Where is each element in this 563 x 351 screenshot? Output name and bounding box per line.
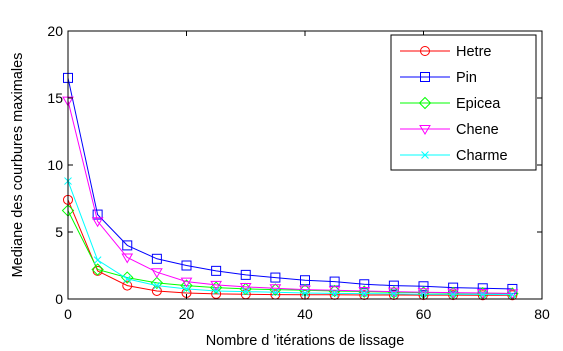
- series-line-charme: [67, 180, 513, 296]
- x-tick-label: 80: [534, 306, 550, 322]
- data-point-pin: [122, 240, 133, 251]
- legend-marker-epicea: [418, 96, 432, 110]
- x-tick-label: 0: [64, 306, 72, 322]
- data-point-pin: [92, 209, 103, 220]
- data-point-charme: [182, 285, 191, 293]
- x-axis-label: Nombre d 'itérations de lissage: [206, 333, 405, 349]
- data-point-hetre: [151, 285, 162, 296]
- data-point-pin: [270, 272, 281, 283]
- data-point-chene: [239, 282, 252, 293]
- y-tick-label: 10: [47, 157, 63, 173]
- y-axis-label: Mediane des courbures maximales: [10, 53, 26, 278]
- legend-item-hetre: Hetre: [400, 44, 491, 60]
- data-point-charme: [390, 290, 398, 298]
- y-tick-label: 5: [55, 224, 63, 240]
- x-tick-label: 20: [179, 306, 195, 322]
- legend-label-charme: Charme: [456, 148, 508, 164]
- legend-label-hetre: Hetre: [456, 44, 491, 60]
- y-tick-label: 20: [47, 23, 63, 39]
- data-point-charme: [449, 290, 457, 299]
- legend-item-pin: Pin: [400, 70, 477, 86]
- data-point-chene: [417, 288, 430, 299]
- data-point-pin: [211, 265, 222, 276]
- legend-label-chene: Chene: [456, 122, 499, 138]
- y-tick-label: 15: [47, 90, 63, 106]
- data-point-epicea: [150, 276, 164, 290]
- legend-item-epicea: Epicea: [400, 96, 501, 112]
- data-point-hetre: [122, 280, 133, 291]
- data-point-charme: [508, 290, 517, 299]
- data-point-hetre: [477, 290, 488, 301]
- data-point-charme: [153, 281, 161, 290]
- data-point-charme: [123, 275, 132, 283]
- data-point-chene: [210, 280, 222, 291]
- data-point-chene: [269, 284, 282, 295]
- data-point-charme: [241, 287, 250, 296]
- legend-marker-hetre: [420, 46, 430, 56]
- series-line-pin: [67, 77, 513, 290]
- legend-item-charme: Charme: [400, 148, 508, 164]
- legend: Hetre Pin Epicea Chene Charme: [390, 34, 537, 171]
- data-point-charme: [271, 288, 280, 297]
- x-tick-label: 60: [416, 306, 432, 322]
- series-line-chene: [67, 100, 513, 294]
- legend-label-epicea: Epicea: [456, 96, 501, 112]
- data-point-epicea: [180, 279, 193, 292]
- data-point-charme: [478, 290, 487, 299]
- legend-marker-chene: [419, 125, 431, 135]
- data-point-pin: [240, 269, 251, 280]
- data-point-pin: [388, 280, 399, 291]
- series-layer: [61, 72, 519, 301]
- legend-item-chene: Chene: [400, 122, 499, 138]
- legend-label-pin: Pin: [456, 70, 477, 86]
- data-point-pin: [359, 279, 370, 290]
- data-point-chene: [91, 217, 104, 228]
- y-tick-label: 0: [55, 291, 63, 307]
- legend-marker-charme: [421, 151, 429, 159]
- data-point-hetre: [448, 290, 459, 301]
- data-point-chene: [388, 287, 400, 298]
- data-point-pin: [418, 281, 429, 292]
- data-point-epicea: [209, 281, 223, 294]
- data-point-pin: [181, 260, 192, 271]
- series-line-hetre: [67, 199, 513, 296]
- data-point-charme: [330, 289, 339, 298]
- data-point-pin: [151, 253, 162, 264]
- x-tick-label: 40: [297, 306, 313, 322]
- data-point-charme: [212, 287, 220, 295]
- legend-marker-pin: [420, 72, 430, 82]
- data-point-charme: [360, 289, 369, 298]
- data-point-charme: [93, 256, 102, 264]
- data-point-chene: [447, 288, 459, 299]
- data-point-charme: [301, 289, 309, 297]
- data-point-chene: [476, 288, 489, 299]
- data-point-chene: [121, 253, 134, 264]
- data-point-chene: [180, 277, 193, 288]
- data-point-chene: [151, 268, 163, 279]
- data-point-epicea: [91, 263, 104, 276]
- ticks-layer: 0 20 40 60 80 0 5 10 15 20: [47, 23, 550, 322]
